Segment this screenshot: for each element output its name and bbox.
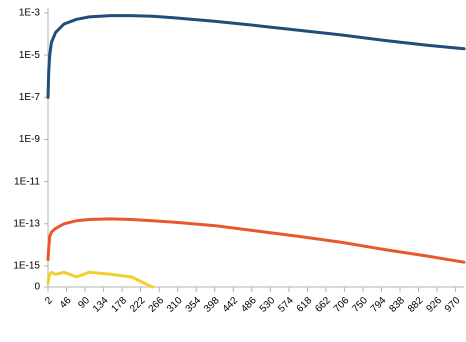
x-tick-label: 926	[424, 295, 444, 315]
x-tick-label: 46	[58, 295, 74, 311]
x-tick-label: 310	[165, 295, 185, 315]
x-tick-label: 442	[221, 295, 241, 315]
x-tick-label: 90	[76, 295, 92, 311]
x-tick-label: 354	[184, 295, 204, 315]
x-tick-label: 838	[387, 295, 407, 315]
x-tick-label: 134	[91, 295, 111, 315]
y-tick-label: 1E-11	[14, 176, 40, 187]
y-tick-label: 1E-9	[19, 134, 41, 145]
x-tick-label: 266	[147, 295, 167, 315]
x-tick-label: 706	[332, 295, 352, 315]
x-tick-label: 882	[406, 295, 426, 315]
y-tick-label: 0	[34, 282, 40, 293]
series-line	[46, 270, 154, 289]
x-tick-label: 486	[239, 295, 259, 315]
y-tick-label: 1E-15	[13, 261, 40, 272]
y-tick-label: 1E-5	[19, 50, 41, 61]
series-line	[46, 14, 466, 99]
x-tick-label: 618	[295, 295, 315, 315]
y-tick-label: 1E-7	[19, 92, 41, 103]
x-tick-label: 2	[43, 295, 55, 307]
x-tick-label: 178	[110, 295, 130, 315]
y-tick-label: 1E-13	[13, 218, 40, 229]
series-line	[46, 217, 466, 264]
x-tick-label: 530	[258, 295, 278, 315]
x-tick-label: 750	[350, 295, 370, 315]
x-tick-label: 574	[276, 295, 296, 315]
x-tick-label: 794	[369, 295, 389, 315]
x-tick-label: 662	[313, 295, 333, 315]
x-tick-label: 398	[202, 295, 222, 315]
y-tick-label: 1E-3	[19, 8, 41, 19]
x-tick-label: 970	[443, 295, 463, 315]
x-tick-label: 222	[128, 295, 148, 315]
